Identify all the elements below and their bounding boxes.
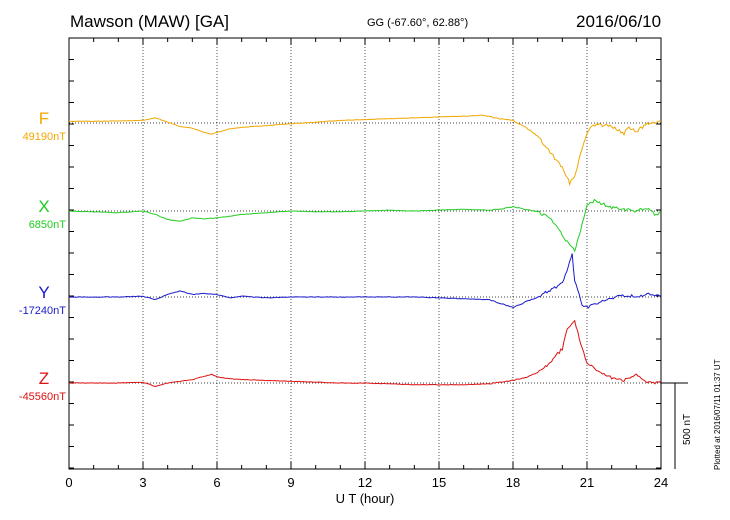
series-label-z: Z [39,369,49,388]
scale-bar-label: 500 nT [682,414,693,445]
x-axis-label: U T (hour) [336,491,395,506]
series-line-y [68,253,662,309]
x-tick-label: 3 [139,475,146,490]
series-label-y: Y [38,283,49,302]
x-tick-label: 6 [213,475,220,490]
x-tick-label: 12 [358,475,372,490]
station-coordinates: GG (-67.60°, 62.88°) [367,17,469,29]
series-baseline-z: -45560nT [19,391,66,403]
scale-bar: 500 nT [661,382,693,469]
x-tick-label: 0 [65,475,72,490]
chart-date: 2016/06/10 [576,12,662,31]
series-baseline-f: 49190nT [23,131,67,143]
x-tick-label: 21 [580,475,594,490]
series-baseline-y: -17240nT [19,305,66,317]
x-tick-labels: 0 3 6 9 12 15 18 21 24 [65,475,668,490]
series-label-x: X [38,197,49,216]
x-tick-label: 24 [654,475,668,490]
series-line-f [68,114,662,187]
series-group: F 49190nT X 6850nT Y -17240nT Z -45560nT [19,109,662,403]
x-tick-label: 18 [506,475,520,490]
axis-ticks [68,38,662,469]
series-line-z [69,319,662,388]
x-tick-label: 9 [287,475,294,490]
series-line-x [68,198,662,253]
chart-title: Mawson (MAW) [GA] [70,12,229,31]
series-baseline-x: 6850nT [29,219,67,231]
x-tick-label: 15 [432,475,446,490]
series-label-f: F [39,109,49,128]
plotted-note: Plotted at 2016/07/11 01:37 UT [713,359,722,470]
